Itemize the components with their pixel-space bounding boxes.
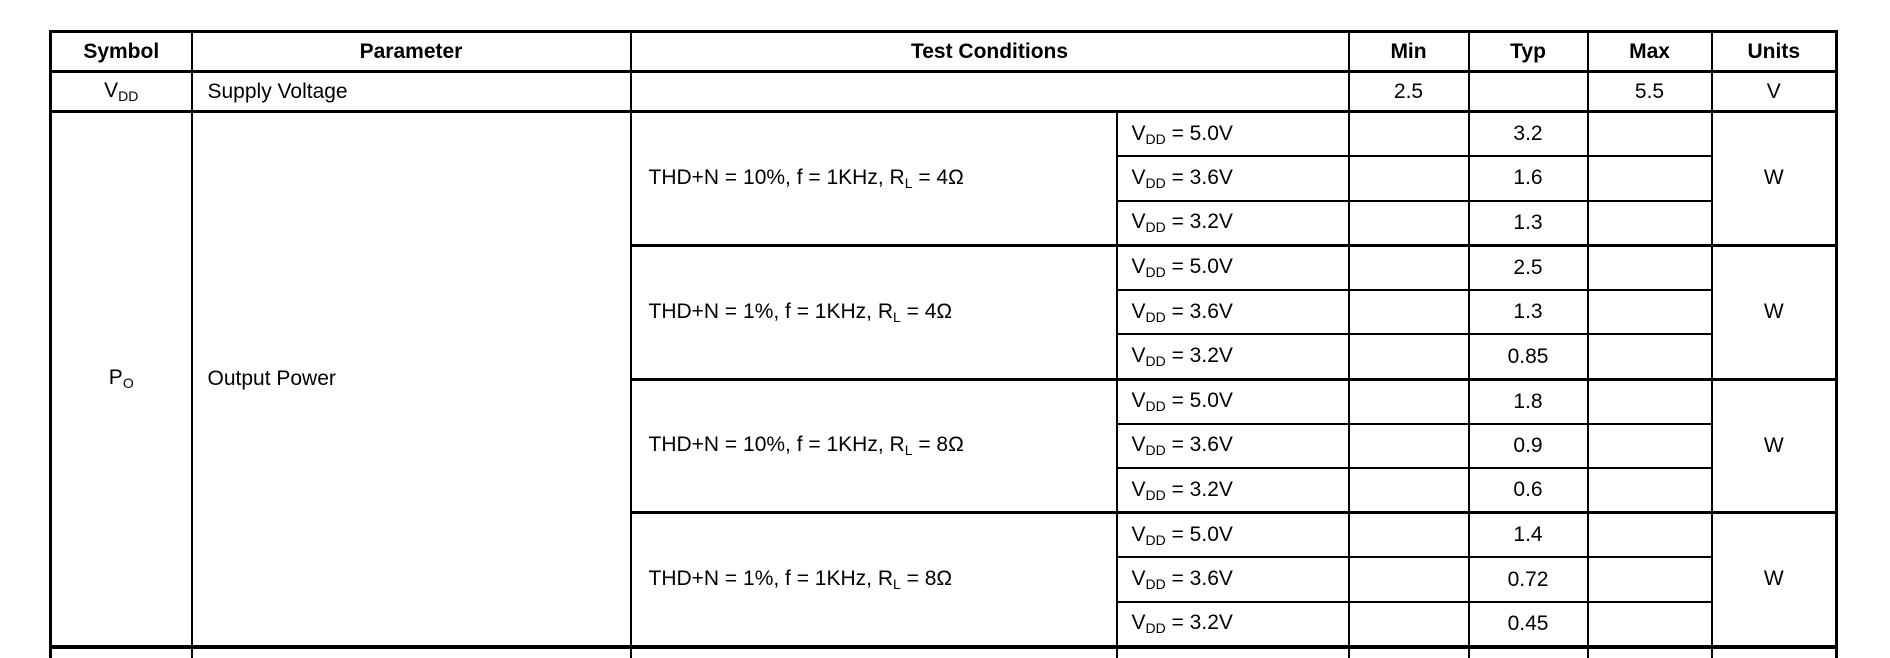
max-cell: 5.5 xyxy=(1586,70,1713,113)
condition-cell: THD+N = 10%, f = 1KHz, RL = 8Ω xyxy=(629,377,1118,514)
header-cell-min: Min xyxy=(1347,30,1470,73)
table-header-row: Symbol Parameter Test Conditions Min Typ… xyxy=(49,30,1838,73)
units-cell: W xyxy=(1710,511,1838,648)
typ-cell: 1.3 xyxy=(1467,288,1589,336)
typ-cell: 0.6 xyxy=(1467,467,1589,514)
table-row: VDD = 3.6V 1.3 xyxy=(51,288,1837,336)
subcondition-cell: VDD = 5.0V xyxy=(1115,110,1350,158)
subcondition-cell: VDD = 3.6V xyxy=(1115,155,1350,202)
table-row: VDD = 3.6V 0.72 xyxy=(51,556,1837,604)
table-row: PO Output Power THD+N = 10%, f = 1KHz, R… xyxy=(49,109,1838,648)
table-row: VDD = 3.2V 0.45 xyxy=(51,601,1837,648)
header-cell-symbol: Symbol xyxy=(49,30,193,73)
min-cell xyxy=(1347,110,1470,158)
units-cell: W xyxy=(1710,110,1838,247)
max-cell xyxy=(1586,644,1713,658)
table-row: VDD = 3.2V 0.85 xyxy=(51,333,1837,381)
subcondition-cell: VDD = 3.2V xyxy=(1115,467,1350,514)
min-cell xyxy=(1347,333,1470,381)
typ-cell: 0.9 xyxy=(1467,422,1589,470)
typ-cell: 1.3 xyxy=(1467,199,1589,247)
max-cell xyxy=(1586,199,1713,247)
table-row: THD+N = 1%, f = 1KHz, RL = 8Ω VDD = 5.0V… xyxy=(51,511,1838,648)
subcondition-cell: VDD = 3.6V xyxy=(1115,288,1350,336)
subcondition-cell: VDD = 3.2V xyxy=(1115,199,1350,247)
supply-voltage-row: VDD Supply Voltage 2.5 5.5 V xyxy=(49,70,1838,113)
electrical-characteristics-table: Symbol Parameter Test Conditions Min Typ… xyxy=(49,30,1839,658)
condition-cell: THD+N = 1%, f = 1KHz, RL = 4Ω xyxy=(629,243,1118,381)
typ-cell: 1.6 xyxy=(1467,155,1589,202)
units-cell: W xyxy=(1710,377,1838,514)
units-cell: V xyxy=(1710,70,1838,113)
min-cell xyxy=(1347,377,1470,425)
max-cell xyxy=(1586,155,1713,202)
table-row: VDD = 3.2V 0.6 xyxy=(51,467,1837,514)
subcondition-cell: VDD = 3.2V xyxy=(1115,333,1350,381)
header-cell-test-conditions: Test Conditions xyxy=(629,30,1350,73)
typ-cell xyxy=(1467,70,1589,113)
header-cell-units: Units xyxy=(1710,30,1838,73)
condition-cell: THD+N = 10%, f = 1KHz, RL = 4Ω xyxy=(629,110,1118,247)
min-cell xyxy=(1347,199,1470,247)
header-cell-max: Max xyxy=(1586,30,1713,73)
units-cell: W xyxy=(1710,243,1838,381)
max-cell xyxy=(1586,422,1713,470)
units-cell xyxy=(1710,644,1838,658)
parameter-cell xyxy=(190,644,632,658)
min-cell xyxy=(1347,644,1470,658)
table-row: VDD = 3.6V 1.6 xyxy=(51,155,1837,202)
header-cell-parameter: Parameter xyxy=(190,30,632,73)
typ-cell: 0.85 xyxy=(1467,333,1589,381)
typ-cell: 0.45 xyxy=(1467,601,1589,648)
subcondition-cell: VDD = 3.6V xyxy=(1115,556,1350,604)
typ-cell: 3.2 xyxy=(1467,110,1589,158)
subcondition-cell xyxy=(1115,644,1350,658)
max-cell xyxy=(1586,288,1713,336)
table-row: THD+N = 1%, f = 1KHz, RL = 4Ω VDD = 5.0V… xyxy=(51,243,1838,381)
header-cell-typ: Typ xyxy=(1467,30,1589,73)
min-cell xyxy=(1347,155,1470,202)
max-cell xyxy=(1586,467,1713,514)
max-cell xyxy=(1586,110,1713,158)
typ-cell: 2.5 xyxy=(1467,243,1589,291)
condition-cell xyxy=(629,644,1118,658)
min-cell xyxy=(1347,422,1470,470)
min-cell xyxy=(1347,556,1470,604)
symbol-cell-po: PO xyxy=(49,109,193,648)
symbol-cell-vdd: VDD xyxy=(49,70,193,113)
table-row: THD+N = 10%, f = 1KHz, RL = 8Ω VDD = 5.0… xyxy=(51,377,1838,514)
table-row: VDD = 3.2V 1.3 xyxy=(51,199,1837,247)
min-cell xyxy=(1347,511,1470,559)
parameter-cell-supply-voltage: Supply Voltage xyxy=(190,70,632,113)
truncated-row xyxy=(49,644,1838,658)
subcondition-cell: VDD = 3.2V xyxy=(1115,601,1350,648)
condition-cell: THD+N = 1%, f = 1KHz, RL = 8Ω xyxy=(629,511,1118,648)
max-cell xyxy=(1586,333,1713,381)
table-row: VDD = 3.6V 0.9 xyxy=(51,422,1837,470)
parameter-cell-output-power: Output Power xyxy=(190,109,632,648)
test-condition-cell-empty xyxy=(629,70,1350,113)
max-cell xyxy=(1586,511,1713,559)
typ-cell: 0.72 xyxy=(1467,556,1589,604)
typ-cell: 1.4 xyxy=(1467,511,1589,559)
subcondition-cell: VDD = 5.0V xyxy=(1115,511,1350,559)
typ-cell: 1.8 xyxy=(1467,377,1589,425)
subcondition-cell: VDD = 5.0V xyxy=(1115,243,1350,291)
min-cell xyxy=(1347,467,1470,514)
min-cell xyxy=(1347,243,1470,291)
max-cell xyxy=(1586,556,1713,604)
max-cell xyxy=(1586,601,1713,648)
max-cell xyxy=(1586,243,1713,291)
min-cell xyxy=(1347,288,1470,336)
typ-cell xyxy=(1467,644,1589,658)
subcondition-cell: VDD = 3.6V xyxy=(1115,422,1350,470)
symbol-cell xyxy=(49,644,193,658)
subcondition-cell: VDD = 5.0V xyxy=(1115,377,1350,425)
max-cell xyxy=(1586,377,1713,425)
min-cell xyxy=(1347,601,1470,648)
min-cell: 2.5 xyxy=(1347,70,1470,113)
